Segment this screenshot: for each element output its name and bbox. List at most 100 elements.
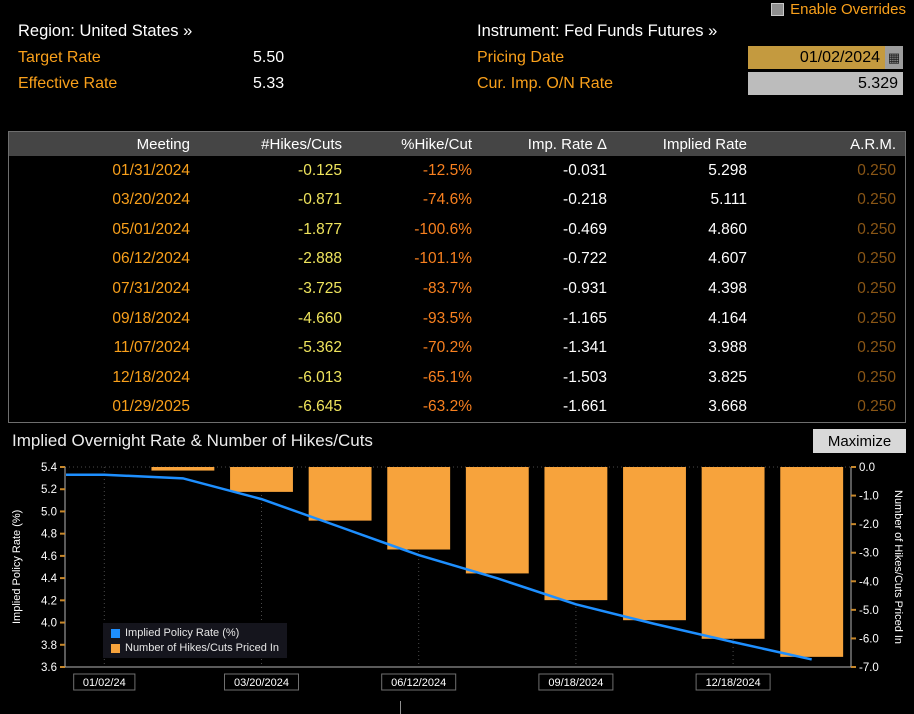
target-rate-label: Target Rate [18, 49, 101, 66]
table-row[interactable]: 07/31/2024 -3.725 -83.7% -0.931 4.398 0.250 [9, 274, 905, 304]
x-tick-box [538, 673, 614, 691]
table-cell: 11/07/2024 [113, 339, 190, 357]
table-cell: -0.722 [563, 250, 607, 268]
table-cell: -1.165 [563, 309, 607, 327]
table-cell: -74.6% [422, 191, 472, 209]
table-cell: -100.6% [414, 220, 472, 238]
bar-series-swatch [111, 643, 120, 653]
table-row[interactable]: 01/29/2025 -6.645 -63.2% -1.661 3.668 0.250 [9, 393, 905, 423]
right-tick-label: 0.0 [859, 462, 875, 474]
table-cell: 0.250 [857, 398, 896, 416]
left-tick-label: 3.6 [41, 662, 57, 674]
table-row[interactable]: 06/12/2024 -2.888 -101.1% -0.722 4.607 0.250 [9, 245, 905, 275]
table-body: 01/31/2024 -0.125 -12.5% -0.031 5.298 0.250 03… [9, 156, 905, 422]
rate-table: Meeting #Hikes/Cuts %Hike/Cut Imp. Rate Δ Im… [8, 131, 906, 423]
table-cell: 3.825 [708, 368, 747, 386]
table-cell: 0.250 [857, 280, 896, 298]
left-tick-label: 3.8 [41, 640, 57, 652]
x-tick-label: 03/20/2024 [234, 677, 289, 689]
right-axis-title: Number of Hikes/Cuts Priced In [892, 489, 904, 645]
hikes-cuts-bar [623, 467, 686, 621]
calendar-icon[interactable]: ▦ [885, 46, 903, 69]
right-tick-label: -3.0 [859, 548, 879, 560]
table-cell: 0.250 [857, 220, 896, 238]
enable-overrides-checkbox[interactable] [771, 3, 785, 16]
right-tick-label: -4.0 [859, 576, 879, 588]
enable-overrides-label: Enable Overrides [790, 1, 906, 18]
table-cell: 07/31/2024 [112, 280, 190, 298]
table-cell: 4.164 [708, 309, 747, 327]
left-tick-label: 4.6 [41, 551, 57, 563]
table-cell: 01/29/2025 [112, 398, 190, 416]
right-tick-label: -6.0 [859, 633, 879, 645]
left-tick-label: 4.8 [41, 529, 57, 541]
table-row[interactable]: 09/18/2024 -4.660 -93.5% -1.165 4.164 0.250 [9, 304, 905, 334]
table-cell: 4.398 [708, 280, 747, 298]
table-row[interactable]: 12/18/2024 -6.013 -65.1% -1.503 3.825 0.250 [9, 363, 905, 393]
chart-title: Implied Overnight Rate & Number of Hikes… [12, 431, 373, 450]
right-tick-label: -2.0 [859, 519, 879, 531]
table-row[interactable]: 11/07/2024 -5.362 -70.2% -1.341 3.988 0.250 [9, 333, 905, 363]
hikes-cuts-bar [780, 467, 844, 657]
x-tick-box [224, 673, 299, 691]
table-cell: 0.250 [857, 309, 896, 327]
maximize-button[interactable]: Maximize [813, 429, 906, 453]
table-cell: -93.5% [422, 309, 472, 327]
table-header-row: Meeting #Hikes/Cuts %Hike/Cut Imp. Rate Δ Im… [9, 132, 905, 156]
table-cell: -0.931 [563, 280, 607, 298]
column-header-0: Meeting [136, 135, 190, 153]
table-cell: -0.031 [563, 161, 607, 179]
table-cell: -0.218 [563, 191, 607, 209]
pricing-date-input[interactable]: 01/02/2024 [748, 46, 885, 69]
pricing-date-label: Pricing Date [477, 49, 565, 66]
hikes-cuts-bar [230, 467, 293, 492]
x-tick-label: 01/02/24 [83, 677, 126, 689]
table-cell: -1.877 [298, 220, 342, 238]
table-cell: 03/20/2024 [112, 191, 190, 209]
table-cell: 12/18/2024 [112, 368, 190, 386]
table-cell: 4.860 [708, 220, 747, 238]
table-cell: 0.250 [857, 161, 896, 179]
hikes-cuts-bar [387, 467, 451, 550]
hikes-cuts-bar [308, 467, 372, 521]
instrument-selector[interactable]: Instrument: Fed Funds Futures » [477, 22, 718, 40]
left-tick-label: 5.2 [41, 484, 57, 496]
table-cell: 01/31/2024 [112, 161, 190, 179]
left-axis-title: Implied Policy Rate (%) [11, 509, 23, 625]
column-header-5: A.R.M. [850, 135, 896, 153]
table-cell: 0.250 [857, 250, 896, 268]
chart-area: Implied Policy Rate (%) Number of Hikes/… [8, 457, 906, 700]
left-tick-label: 4.0 [41, 618, 57, 630]
table-cell: -70.2% [422, 339, 472, 357]
effective-rate-label: Effective Rate [18, 75, 118, 92]
left-tick-label: 5.0 [41, 506, 57, 518]
footer-divider [400, 701, 401, 714]
table-cell: -1.341 [563, 339, 607, 357]
x-tick-box [381, 673, 457, 691]
left-tick-label: 4.4 [41, 573, 58, 585]
hikes-cuts-bar [544, 467, 608, 601]
column-header-2: %Hike/Cut [401, 135, 472, 153]
table-cell: -0.125 [298, 161, 342, 179]
hikes-cuts-bar [151, 467, 215, 471]
line-series-swatch [111, 628, 120, 638]
table-cell: -1.661 [563, 398, 607, 416]
table-row[interactable]: 01/31/2024 -0.125 -12.5% -0.031 5.298 0.250 [9, 156, 905, 186]
rate-chart: 5.4 5.2 5.0 4.8 4.6 4.4 4.2 4.0 3.8 3.6 0.0 -1.0 -2.… [41, 462, 879, 691]
x-tick-label: 06/12/2024 [391, 677, 446, 689]
table-row[interactable]: 05/01/2024 -1.877 -100.6% -0.469 4.860 0.250 [9, 215, 905, 245]
column-header-3: Imp. Rate Δ [527, 135, 607, 153]
legend-label-bars: Number of Hikes/Cuts Priced In [125, 642, 280, 654]
table-row[interactable]: 03/20/2024 -0.871 -74.6% -0.218 5.111 0.250 [9, 186, 905, 216]
table-cell: 3.668 [708, 398, 747, 416]
table-cell: -12.5% [422, 161, 472, 179]
x-tick-label: 09/18/2024 [548, 677, 603, 689]
column-header-1: #Hikes/Cuts [261, 135, 342, 153]
table-cell: 0.250 [857, 368, 896, 386]
region-selector[interactable]: Region: United States » [18, 22, 193, 40]
table-cell: 06/12/2024 [112, 250, 190, 268]
right-tick-label: -1.0 [859, 491, 879, 503]
implied-rate-line [66, 473, 812, 661]
enable-overrides[interactable]: Enable Overrides [771, 1, 906, 18]
